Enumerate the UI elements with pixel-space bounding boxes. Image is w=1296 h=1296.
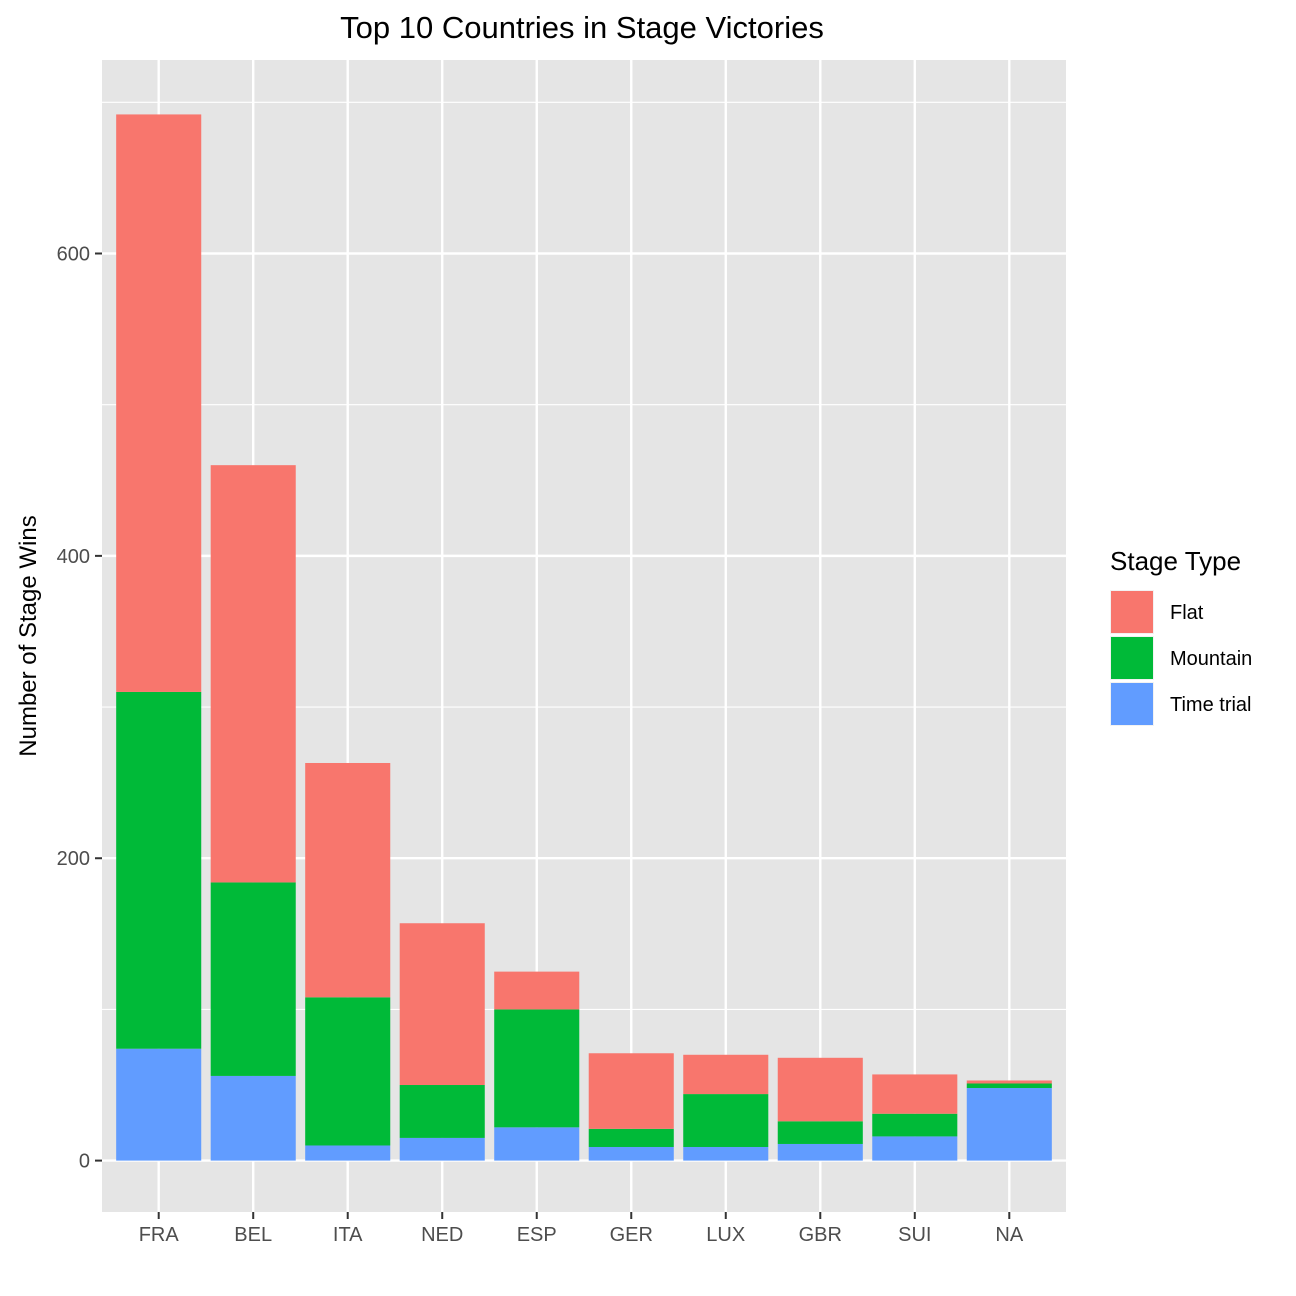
bar-ned-flat xyxy=(399,923,485,1086)
bar-lux-time-trial xyxy=(683,1146,769,1161)
bar-fra-mountain xyxy=(116,691,202,1049)
bar-esp-flat xyxy=(494,971,580,1010)
legend-label: Flat xyxy=(1170,602,1204,624)
x-tick-label: NED xyxy=(421,1224,463,1246)
bar-ger-flat xyxy=(588,1053,674,1129)
bar-ita-mountain xyxy=(305,997,391,1146)
x-tick-label: FRA xyxy=(139,1224,180,1246)
bar-bel-time-trial xyxy=(210,1075,296,1161)
legend-swatch-flat xyxy=(1111,591,1153,633)
bar-sui-time-trial xyxy=(872,1136,958,1161)
bar-lux-mountain xyxy=(683,1094,769,1147)
bar-gbr-time-trial xyxy=(777,1143,863,1161)
bar-bel-mountain xyxy=(210,882,296,1076)
bar-fra-flat xyxy=(116,114,202,692)
bar-ger-time-trial xyxy=(588,1146,674,1161)
y-tick-label: 0 xyxy=(79,1151,90,1173)
x-tick-label: BEL xyxy=(234,1224,272,1246)
x-axis: FRA BEL ITA NED ESP GER LUX GBR SUI NA xyxy=(139,1212,1024,1246)
bar-ita-flat xyxy=(305,762,391,998)
y-axis-title: Number of Stage Wins xyxy=(15,515,42,756)
x-tick-label: LUX xyxy=(706,1224,745,1246)
legend-title: Stage Type xyxy=(1110,546,1241,576)
bar-fra-time-trial xyxy=(116,1048,202,1161)
x-tick-label: GBR xyxy=(799,1224,842,1246)
legend-label: Mountain xyxy=(1170,648,1252,670)
x-tick-label: GER xyxy=(610,1224,653,1246)
bar-esp-time-trial xyxy=(494,1127,580,1161)
x-tick-label: SUI xyxy=(898,1224,931,1246)
bar-ita-time-trial xyxy=(305,1145,391,1161)
y-tick-label: 600 xyxy=(57,244,90,266)
bar-sui-mountain xyxy=(872,1113,958,1137)
bar-gbr-mountain xyxy=(777,1121,863,1144)
y-tick-label: 200 xyxy=(57,848,90,870)
bar-na-mountain xyxy=(966,1083,1052,1089)
bar-esp-mountain xyxy=(494,1009,580,1128)
bar-sui-flat xyxy=(872,1074,958,1114)
bar-bel-flat xyxy=(210,465,296,883)
x-tick-label: NA xyxy=(995,1224,1023,1246)
bars xyxy=(116,114,1052,1161)
x-tick-label: ITA xyxy=(333,1224,363,1246)
bar-gbr-flat xyxy=(777,1057,863,1122)
legend: Stage Type Flat Mountain Time trial xyxy=(1110,546,1252,726)
bar-ned-time-trial xyxy=(399,1137,485,1161)
chart-title: Top 10 Countries in Stage Victories xyxy=(340,10,824,45)
legend-label: Time trial xyxy=(1170,694,1251,716)
x-tick-label: ESP xyxy=(517,1224,557,1246)
bar-ger-mountain xyxy=(588,1128,674,1147)
bar-lux-flat xyxy=(683,1054,769,1095)
bar-na-time-trial xyxy=(966,1088,1052,1161)
legend-swatch-time-trial xyxy=(1111,683,1153,725)
y-tick-label: 400 xyxy=(57,546,90,568)
legend-swatch-mountain xyxy=(1111,637,1153,679)
y-axis: 0 200 400 600 xyxy=(57,244,102,1173)
bar-ned-mountain xyxy=(399,1085,485,1138)
bar-na-flat xyxy=(966,1080,1052,1084)
